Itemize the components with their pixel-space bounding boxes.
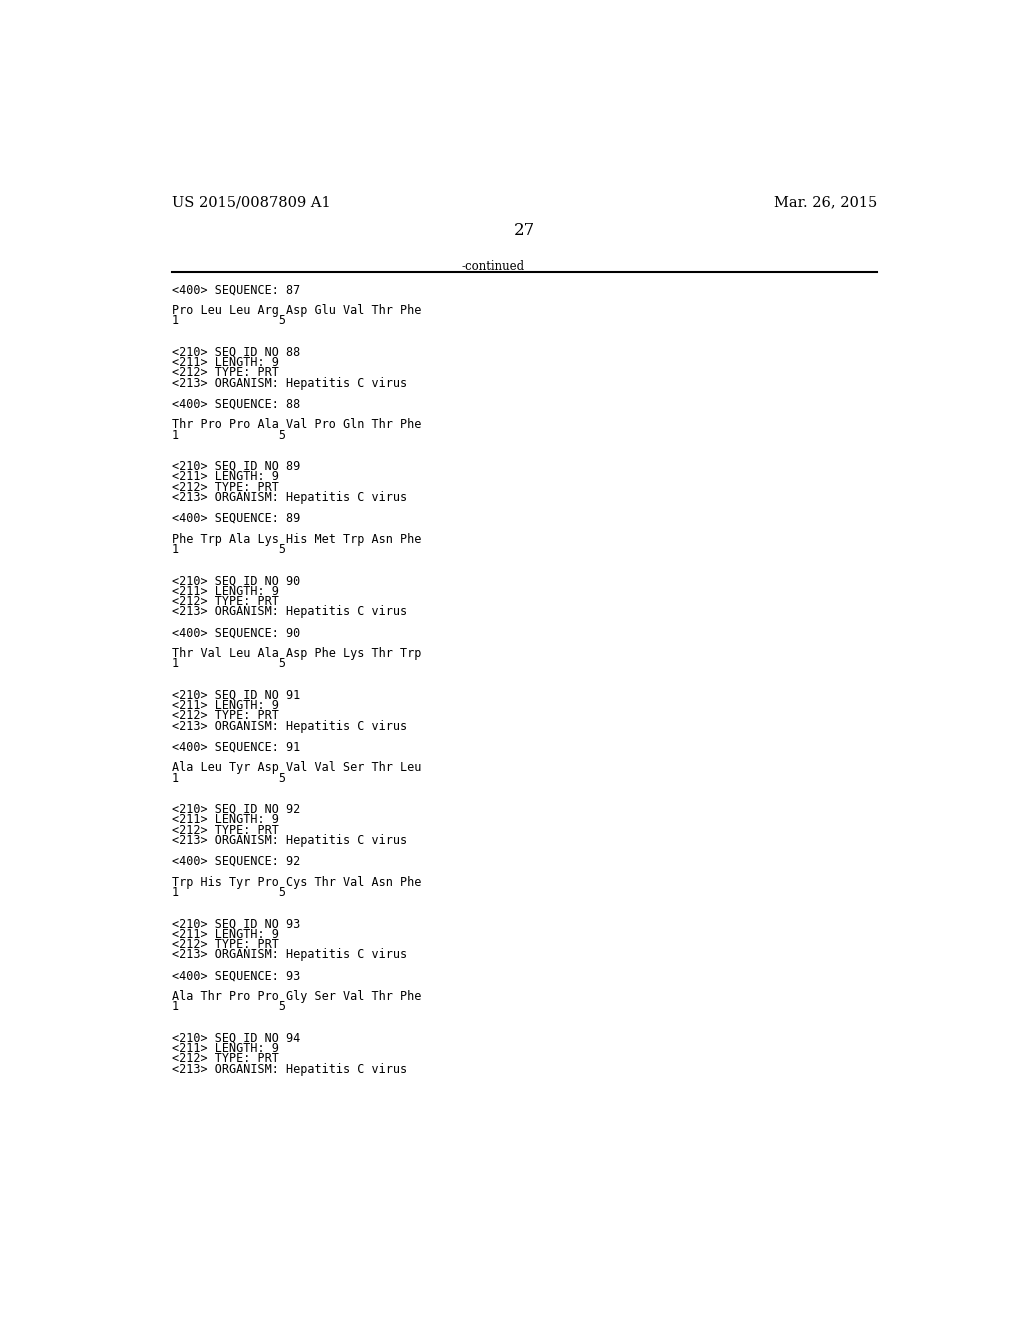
Text: <213> ORGANISM: Hepatitis C virus: <213> ORGANISM: Hepatitis C virus bbox=[172, 376, 408, 389]
Text: <400> SEQUENCE: 89: <400> SEQUENCE: 89 bbox=[172, 512, 300, 525]
Text: <211> LENGTH: 9: <211> LENGTH: 9 bbox=[172, 928, 280, 941]
Text: <213> ORGANISM: Hepatitis C virus: <213> ORGANISM: Hepatitis C virus bbox=[172, 606, 408, 618]
Text: 1              5: 1 5 bbox=[172, 886, 286, 899]
Text: 27: 27 bbox=[514, 222, 536, 239]
Text: <210> SEQ ID NO 89: <210> SEQ ID NO 89 bbox=[172, 459, 300, 473]
Text: 1              5: 1 5 bbox=[172, 314, 286, 327]
Text: <211> LENGTH: 9: <211> LENGTH: 9 bbox=[172, 700, 280, 711]
Text: Pro Leu Leu Arg Asp Glu Val Thr Phe: Pro Leu Leu Arg Asp Glu Val Thr Phe bbox=[172, 304, 422, 317]
Text: Thr Pro Pro Ala Val Pro Gln Thr Phe: Thr Pro Pro Ala Val Pro Gln Thr Phe bbox=[172, 418, 422, 432]
Text: 1              5: 1 5 bbox=[172, 429, 286, 442]
Text: <210> SEQ ID NO 91: <210> SEQ ID NO 91 bbox=[172, 689, 300, 701]
Text: -continued: -continued bbox=[461, 260, 524, 273]
Text: <211> LENGTH: 9: <211> LENGTH: 9 bbox=[172, 1041, 280, 1055]
Text: 1              5: 1 5 bbox=[172, 772, 286, 784]
Text: Thr Val Leu Ala Asp Phe Lys Thr Trp: Thr Val Leu Ala Asp Phe Lys Thr Trp bbox=[172, 647, 422, 660]
Text: <210> SEQ ID NO 88: <210> SEQ ID NO 88 bbox=[172, 346, 300, 359]
Text: Phe Trp Ala Lys His Met Trp Asn Phe: Phe Trp Ala Lys His Met Trp Asn Phe bbox=[172, 533, 422, 545]
Text: <400> SEQUENCE: 88: <400> SEQUENCE: 88 bbox=[172, 397, 300, 411]
Text: <213> ORGANISM: Hepatitis C virus: <213> ORGANISM: Hepatitis C virus bbox=[172, 834, 408, 847]
Text: <212> TYPE: PRT: <212> TYPE: PRT bbox=[172, 595, 280, 609]
Text: Ala Leu Tyr Asp Val Val Ser Thr Leu: Ala Leu Tyr Asp Val Val Ser Thr Leu bbox=[172, 762, 422, 775]
Text: <212> TYPE: PRT: <212> TYPE: PRT bbox=[172, 709, 280, 722]
Text: <212> TYPE: PRT: <212> TYPE: PRT bbox=[172, 824, 280, 837]
Text: <213> ORGANISM: Hepatitis C virus: <213> ORGANISM: Hepatitis C virus bbox=[172, 719, 408, 733]
Text: <211> LENGTH: 9: <211> LENGTH: 9 bbox=[172, 356, 280, 368]
Text: <400> SEQUENCE: 91: <400> SEQUENCE: 91 bbox=[172, 741, 300, 754]
Text: Ala Thr Pro Pro Gly Ser Val Thr Phe: Ala Thr Pro Pro Gly Ser Val Thr Phe bbox=[172, 990, 422, 1003]
Text: <211> LENGTH: 9: <211> LENGTH: 9 bbox=[172, 813, 280, 826]
Text: <210> SEQ ID NO 90: <210> SEQ ID NO 90 bbox=[172, 574, 300, 587]
Text: <210> SEQ ID NO 92: <210> SEQ ID NO 92 bbox=[172, 803, 300, 816]
Text: <213> ORGANISM: Hepatitis C virus: <213> ORGANISM: Hepatitis C virus bbox=[172, 949, 408, 961]
Text: <400> SEQUENCE: 90: <400> SEQUENCE: 90 bbox=[172, 626, 300, 639]
Text: <400> SEQUENCE: 92: <400> SEQUENCE: 92 bbox=[172, 855, 300, 867]
Text: 1              5: 1 5 bbox=[172, 543, 286, 556]
Text: <210> SEQ ID NO 93: <210> SEQ ID NO 93 bbox=[172, 917, 300, 931]
Text: <211> LENGTH: 9: <211> LENGTH: 9 bbox=[172, 470, 280, 483]
Text: <400> SEQUENCE: 87: <400> SEQUENCE: 87 bbox=[172, 284, 300, 296]
Text: Mar. 26, 2015: Mar. 26, 2015 bbox=[774, 195, 878, 210]
Text: <211> LENGTH: 9: <211> LENGTH: 9 bbox=[172, 585, 280, 598]
Text: <212> TYPE: PRT: <212> TYPE: PRT bbox=[172, 939, 280, 950]
Text: US 2015/0087809 A1: US 2015/0087809 A1 bbox=[172, 195, 331, 210]
Text: 1              5: 1 5 bbox=[172, 657, 286, 671]
Text: <212> TYPE: PRT: <212> TYPE: PRT bbox=[172, 480, 280, 494]
Text: Trp His Tyr Pro Cys Thr Val Asn Phe: Trp His Tyr Pro Cys Thr Val Asn Phe bbox=[172, 875, 422, 888]
Text: <213> ORGANISM: Hepatitis C virus: <213> ORGANISM: Hepatitis C virus bbox=[172, 1063, 408, 1076]
Text: <212> TYPE: PRT: <212> TYPE: PRT bbox=[172, 367, 280, 379]
Text: <212> TYPE: PRT: <212> TYPE: PRT bbox=[172, 1052, 280, 1065]
Text: <210> SEQ ID NO 94: <210> SEQ ID NO 94 bbox=[172, 1032, 300, 1044]
Text: <213> ORGANISM: Hepatitis C virus: <213> ORGANISM: Hepatitis C virus bbox=[172, 491, 408, 504]
Text: <400> SEQUENCE: 93: <400> SEQUENCE: 93 bbox=[172, 969, 300, 982]
Text: 1              5: 1 5 bbox=[172, 1001, 286, 1014]
